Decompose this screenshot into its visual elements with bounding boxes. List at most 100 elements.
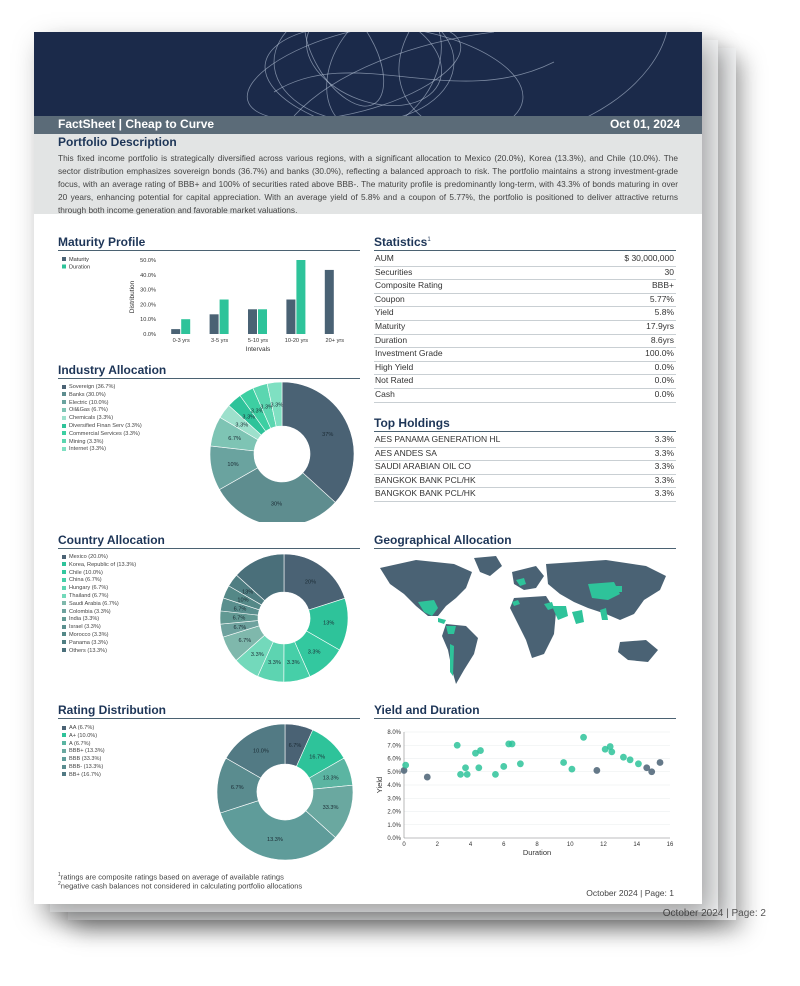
statistics-label: Composite Rating bbox=[375, 280, 443, 291]
holding-row: SAUDI ARABIAN OIL CO 3.3% bbox=[374, 460, 676, 475]
statistics-row: Maturity 17.9yrs bbox=[374, 320, 676, 335]
back-page-footer: October 2024 | Page: 2 bbox=[662, 908, 766, 919]
bar-duration bbox=[296, 260, 306, 334]
scatter-point bbox=[601, 745, 609, 753]
donut-slice bbox=[225, 723, 286, 779]
legend-item: China (6.7%) bbox=[62, 577, 136, 585]
legend-label: Mining (3.3%) bbox=[69, 438, 104, 445]
y-tick-label: 3.0% bbox=[387, 796, 401, 802]
legend-item: Others (13.3%) bbox=[62, 648, 136, 656]
legend-item: Internet (3.3%) bbox=[62, 446, 142, 454]
x-tick-label: 2 bbox=[436, 842, 440, 848]
scatter-point bbox=[492, 771, 499, 778]
statistics-value: 0.0% bbox=[654, 375, 674, 386]
y-tick-label: 40.0% bbox=[140, 273, 156, 279]
scatter-point bbox=[568, 765, 576, 773]
statistics-footnote-marker: 1 bbox=[427, 237, 431, 243]
slice-label: 3.3% bbox=[235, 422, 248, 428]
slice-label: 6.7% bbox=[233, 616, 246, 622]
y-tick-label: 20.0% bbox=[140, 302, 156, 308]
legend-swatch bbox=[62, 431, 66, 436]
x-tick-label: 0 bbox=[402, 842, 406, 848]
statistics-value: $ 30,000,000 bbox=[624, 253, 674, 263]
statistics-value: 8.6yrs bbox=[650, 334, 674, 345]
slice-label: 3.3% bbox=[251, 409, 264, 415]
yield-duration-scatter: 0.0% 1.0% 2.0% 3.0% 4.0% 5.0% 6.0% 7.0% 8.0% 0 2 4 6… bbox=[375, 730, 674, 857]
legend-swatch bbox=[62, 264, 66, 269]
x-tick-label: 10 bbox=[567, 842, 574, 848]
legend-item: Oil&Gas (6.7%) bbox=[62, 407, 142, 415]
y-axis-label: Yield bbox=[375, 777, 384, 793]
legend-item: Sovereign (36.7%) bbox=[62, 384, 142, 392]
footnote-1: 1ratings are composite ratings based on … bbox=[58, 872, 284, 882]
slice-label: 13.3% bbox=[267, 837, 283, 843]
donut-slice bbox=[236, 553, 285, 602]
title-bar: FactSheet | Cheap to Curve Oct 01, 2024 bbox=[34, 116, 702, 134]
legend-swatch bbox=[62, 748, 66, 753]
legend-label: BB+ (16.7%) bbox=[69, 771, 101, 778]
slice-label: 30% bbox=[271, 502, 282, 508]
bar-duration bbox=[219, 299, 229, 334]
slice-label: 10% bbox=[227, 462, 238, 468]
y-tick-label: 1.0% bbox=[387, 823, 401, 829]
scatter-point bbox=[463, 771, 471, 778]
legend-label: Colombia (3.3%) bbox=[69, 608, 111, 615]
portfolio-description: Portfolio Description This fixed income … bbox=[34, 134, 702, 215]
y-tick-label: 4.0% bbox=[387, 783, 401, 789]
maturity-chart: 0.0% 10.0% 20.0% 30.0% 40.0% 50.0% Distributio… bbox=[62, 257, 344, 353]
scatter-point bbox=[475, 764, 483, 772]
slice-label: 3.3% bbox=[270, 402, 283, 408]
scatter-point bbox=[462, 764, 469, 772]
bar-duration bbox=[258, 309, 267, 334]
legend-item: BB+ (16.7%) bbox=[62, 772, 105, 780]
holding-value: 3.3% bbox=[654, 434, 674, 444]
scatter-point bbox=[620, 753, 627, 761]
legend-item: BBB- (13.3%) bbox=[62, 764, 105, 772]
legend-swatch bbox=[62, 733, 66, 738]
footnote-1-marker: 1 bbox=[58, 872, 61, 878]
donut-slice bbox=[219, 800, 336, 861]
legend-label: Hungary (6.7%) bbox=[69, 585, 109, 592]
legend-label: Thailand (6.7%) bbox=[69, 592, 109, 599]
statistics-label: Yield bbox=[375, 307, 394, 318]
scatter-point bbox=[560, 759, 567, 766]
statistics-label: Duration bbox=[375, 334, 408, 345]
legend-item: A+ (10.0%) bbox=[62, 733, 105, 741]
legend-label: Saudi Arabia (6.7%) bbox=[69, 600, 119, 607]
statistics-row: Coupon 5.77% bbox=[374, 293, 676, 308]
statistics-value: 5.8% bbox=[654, 307, 674, 318]
legend-label: Panama (3.3%) bbox=[69, 639, 108, 646]
scatter-point bbox=[608, 748, 616, 756]
statistics-row: Composite Rating BBB+ bbox=[374, 279, 676, 294]
statistics-label: Not Rated bbox=[375, 375, 414, 386]
x-tick-label: 3-5 yrs bbox=[211, 338, 228, 344]
slice-label: 3.3% bbox=[268, 660, 281, 666]
legend-swatch bbox=[62, 601, 66, 606]
bar-maturity bbox=[286, 299, 296, 334]
legend-label: AA (6.7%) bbox=[69, 725, 95, 731]
statistics-label: Coupon bbox=[375, 293, 405, 304]
y-tick-label: 6.0% bbox=[387, 757, 401, 763]
legend-swatch bbox=[62, 624, 66, 629]
y-tick-label: 30.0% bbox=[140, 288, 156, 294]
scatter-point bbox=[500, 763, 508, 770]
map-land-unallocated bbox=[380, 556, 666, 684]
slice-label: 6.7% bbox=[231, 785, 244, 791]
bar-duration bbox=[181, 319, 191, 334]
legend-swatch bbox=[62, 570, 66, 575]
factsheet-page: FactSheet | Cheap to Curve Oct 01, 2024 … bbox=[34, 32, 702, 904]
legend-item: Chile (10.0%) bbox=[62, 570, 136, 578]
rating-legend: AA (6.7%) A+ (10.0%) A (6.7%) BBB+ (13.3%) B… bbox=[62, 725, 105, 780]
map-land-allocated bbox=[418, 578, 622, 676]
legend-swatch bbox=[62, 407, 66, 412]
legend-item: Commercial Services (3.3%) bbox=[62, 431, 142, 439]
donut-slice bbox=[266, 382, 283, 427]
legend-swatch bbox=[62, 616, 66, 621]
statistics-row: Cash 0.0% bbox=[374, 388, 676, 403]
legend-label: Mexico (20.0%) bbox=[69, 554, 108, 560]
footnote-2-text: negative cash balances not considered in… bbox=[60, 881, 303, 891]
legend-swatch bbox=[62, 632, 66, 637]
legend-swatch bbox=[62, 562, 66, 567]
legend-label: A (6.7%) bbox=[69, 740, 91, 747]
x-tick-label: 6 bbox=[502, 842, 506, 848]
